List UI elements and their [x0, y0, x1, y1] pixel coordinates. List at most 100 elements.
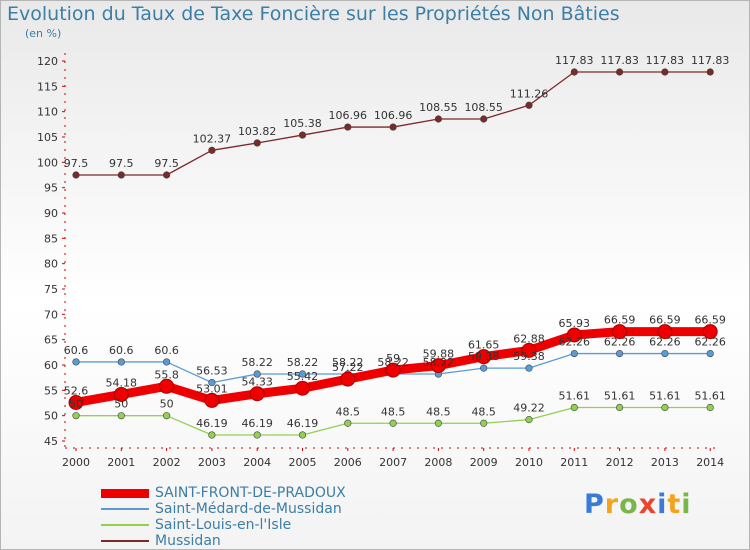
data-label: 46.19 [241, 417, 273, 430]
x-tick-label: 2010 [515, 456, 543, 469]
x-tick-label: 2007 [379, 456, 407, 469]
data-point [661, 349, 669, 358]
legend: SAINT-FRONT-DE-PRADOUX Saint-Médard-de-Mu… [101, 485, 346, 549]
data-point [72, 171, 80, 179]
data-point [702, 324, 718, 340]
x-tick-label: 2008 [424, 456, 452, 469]
logo-letter: i [681, 489, 692, 520]
data-point [525, 364, 533, 372]
data-label: 97.5 [64, 157, 89, 170]
logo-letter: o [619, 489, 639, 520]
data-point [480, 419, 488, 427]
data-label: 51.61 [649, 390, 681, 403]
data-label: 60.6 [109, 344, 134, 357]
data-label: 53.01 [196, 382, 228, 395]
logo-letter: r [604, 489, 620, 520]
data-label: 56.53 [196, 365, 228, 378]
data-label: 59.38 [513, 350, 545, 363]
data-point [253, 139, 261, 147]
data-point [163, 412, 171, 420]
data-point [525, 101, 533, 109]
data-point [385, 362, 401, 378]
data-point [480, 115, 488, 123]
x-tick-label: 2009 [470, 456, 498, 469]
data-point [434, 419, 443, 427]
data-point [340, 371, 356, 387]
data-label: 60.6 [154, 344, 179, 357]
data-label: 97.5 [154, 157, 179, 170]
legend-item: Mussidan [101, 533, 346, 549]
x-tick-label: 2004 [243, 456, 271, 469]
data-label: 59 [386, 352, 400, 365]
x-tick-label: 2002 [153, 456, 181, 469]
data-label: 46.19 [196, 417, 228, 430]
data-label: 51.61 [694, 390, 726, 403]
data-label: 66.59 [649, 314, 681, 327]
data-label: 55.8 [154, 368, 179, 381]
x-tick-label: 2011 [560, 456, 588, 469]
data-label: 55.42 [287, 370, 319, 383]
data-point [570, 68, 578, 76]
data-label: 48.5 [471, 405, 496, 418]
y-tick-label: 55 [44, 384, 58, 397]
data-point [72, 358, 80, 366]
y-tick-label: 95 [44, 182, 58, 195]
data-point [661, 403, 669, 412]
data-label: 49.22 [513, 402, 545, 415]
data-label: 66.59 [604, 314, 636, 327]
x-tick-label: 2001 [107, 456, 135, 469]
data-point [480, 364, 488, 372]
legend-swatch [101, 488, 149, 498]
data-point [706, 349, 714, 358]
y-tick-label: 100 [37, 156, 58, 169]
data-label: 62.26 [604, 336, 636, 349]
data-label: 52.6 [64, 384, 89, 397]
legend-swatch [101, 524, 149, 526]
y-tick-label: 70 [44, 308, 58, 321]
data-label: 117.83 [600, 54, 639, 67]
data-label: 106.96 [374, 109, 413, 122]
data-point [208, 431, 216, 439]
data-label: 48.5 [336, 405, 361, 418]
y-tick-label: 80 [44, 258, 58, 271]
y-tick-label: 45 [44, 435, 58, 448]
legend-item: Saint-Louis-en-l'Isle [101, 517, 346, 533]
data-label: 62.26 [559, 336, 591, 349]
data-point [389, 123, 397, 131]
data-label: 48.5 [426, 405, 451, 418]
y-tick-label: 85 [44, 232, 58, 245]
logo-letter: x [638, 489, 658, 520]
data-point [253, 431, 261, 439]
data-label: 60.6 [64, 344, 89, 357]
data-point [615, 68, 624, 76]
data-label: 51.61 [559, 390, 591, 403]
data-label: 58.22 [423, 356, 455, 369]
legend-label: Mussidan [155, 533, 221, 549]
data-point [570, 403, 578, 412]
data-point [521, 342, 537, 358]
logo-letter: i [657, 489, 668, 520]
data-point [476, 349, 492, 365]
data-label: 117.83 [646, 54, 685, 67]
data-point [344, 123, 352, 131]
data-label: 54.18 [106, 376, 138, 389]
data-point [298, 431, 307, 439]
data-label: 66.59 [694, 314, 726, 327]
data-label: 103.82 [238, 125, 277, 138]
x-tick-label: 2005 [289, 456, 317, 469]
data-label: 58.22 [241, 356, 273, 369]
data-label: 102.37 [193, 132, 232, 145]
data-label: 106.96 [329, 109, 368, 122]
data-point [295, 380, 310, 396]
data-point [570, 349, 578, 358]
y-tick-label: 50 [44, 410, 58, 423]
logo-letter: P [584, 489, 605, 520]
data-point [72, 412, 80, 420]
data-label: 50 [160, 398, 174, 411]
data-point [249, 386, 265, 402]
unit-label: (en %) [25, 27, 62, 40]
data-point [344, 419, 352, 427]
data-label: 111.26 [510, 87, 549, 100]
